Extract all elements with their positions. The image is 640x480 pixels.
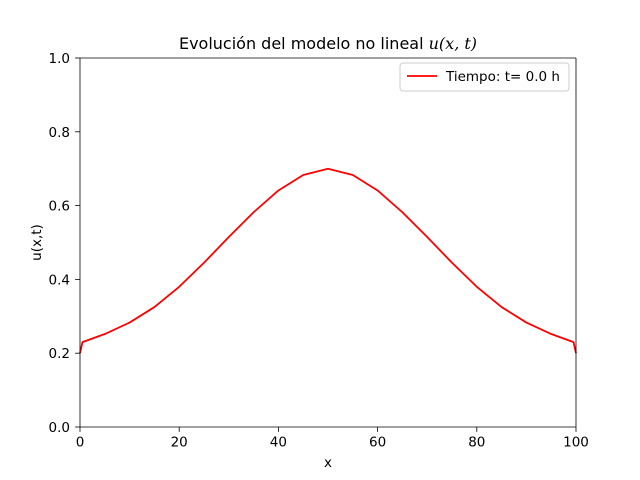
chart-title-text: Evolución del modelo no lineal bbox=[179, 34, 429, 53]
plot-background bbox=[80, 58, 576, 427]
x-tick-label: 80 bbox=[468, 435, 485, 451]
x-tick-label: 100 bbox=[563, 435, 589, 451]
x-tick-label: 60 bbox=[369, 435, 386, 451]
x-tick-label: 20 bbox=[171, 435, 188, 451]
legend-box bbox=[399, 62, 570, 92]
y-tick-label: 0.8 bbox=[49, 125, 70, 141]
y-axis-ticks: 0.0 0.2 0.4 0.6 0.8 1.0 bbox=[49, 51, 80, 436]
chart-title-math: u(x, t) bbox=[429, 34, 477, 53]
series-layer bbox=[79, 167, 577, 354]
y-tick-label: 0.2 bbox=[49, 346, 70, 362]
y-tick-label: 1.0 bbox=[49, 51, 70, 67]
y-tick-label: 0.6 bbox=[49, 199, 70, 215]
x-axis-ticks: 0 20 40 60 80 100 bbox=[76, 427, 589, 451]
y-tick-label: 0.0 bbox=[49, 420, 70, 436]
series-line bbox=[79, 167, 577, 354]
y-tick-label: 0.4 bbox=[49, 272, 70, 288]
chart-title: Evolución del modelo no lineal u(x, t) bbox=[179, 34, 477, 53]
legend-label: Tiempo: t= 0.0 h bbox=[445, 69, 560, 85]
x-tick-label: 40 bbox=[270, 435, 287, 451]
plot-area: 0 20 40 60 80 100 0.0 0.2 0.4 0.6 0.8 1.0 bbox=[49, 51, 589, 451]
axes-frame bbox=[79, 57, 577, 428]
y-axis-label: u(x,t) bbox=[29, 224, 45, 261]
x-axis-label: x bbox=[324, 455, 332, 471]
legend: Tiempo: t= 0.0 h bbox=[399, 62, 570, 92]
x-tick-label: 0 bbox=[76, 435, 85, 451]
